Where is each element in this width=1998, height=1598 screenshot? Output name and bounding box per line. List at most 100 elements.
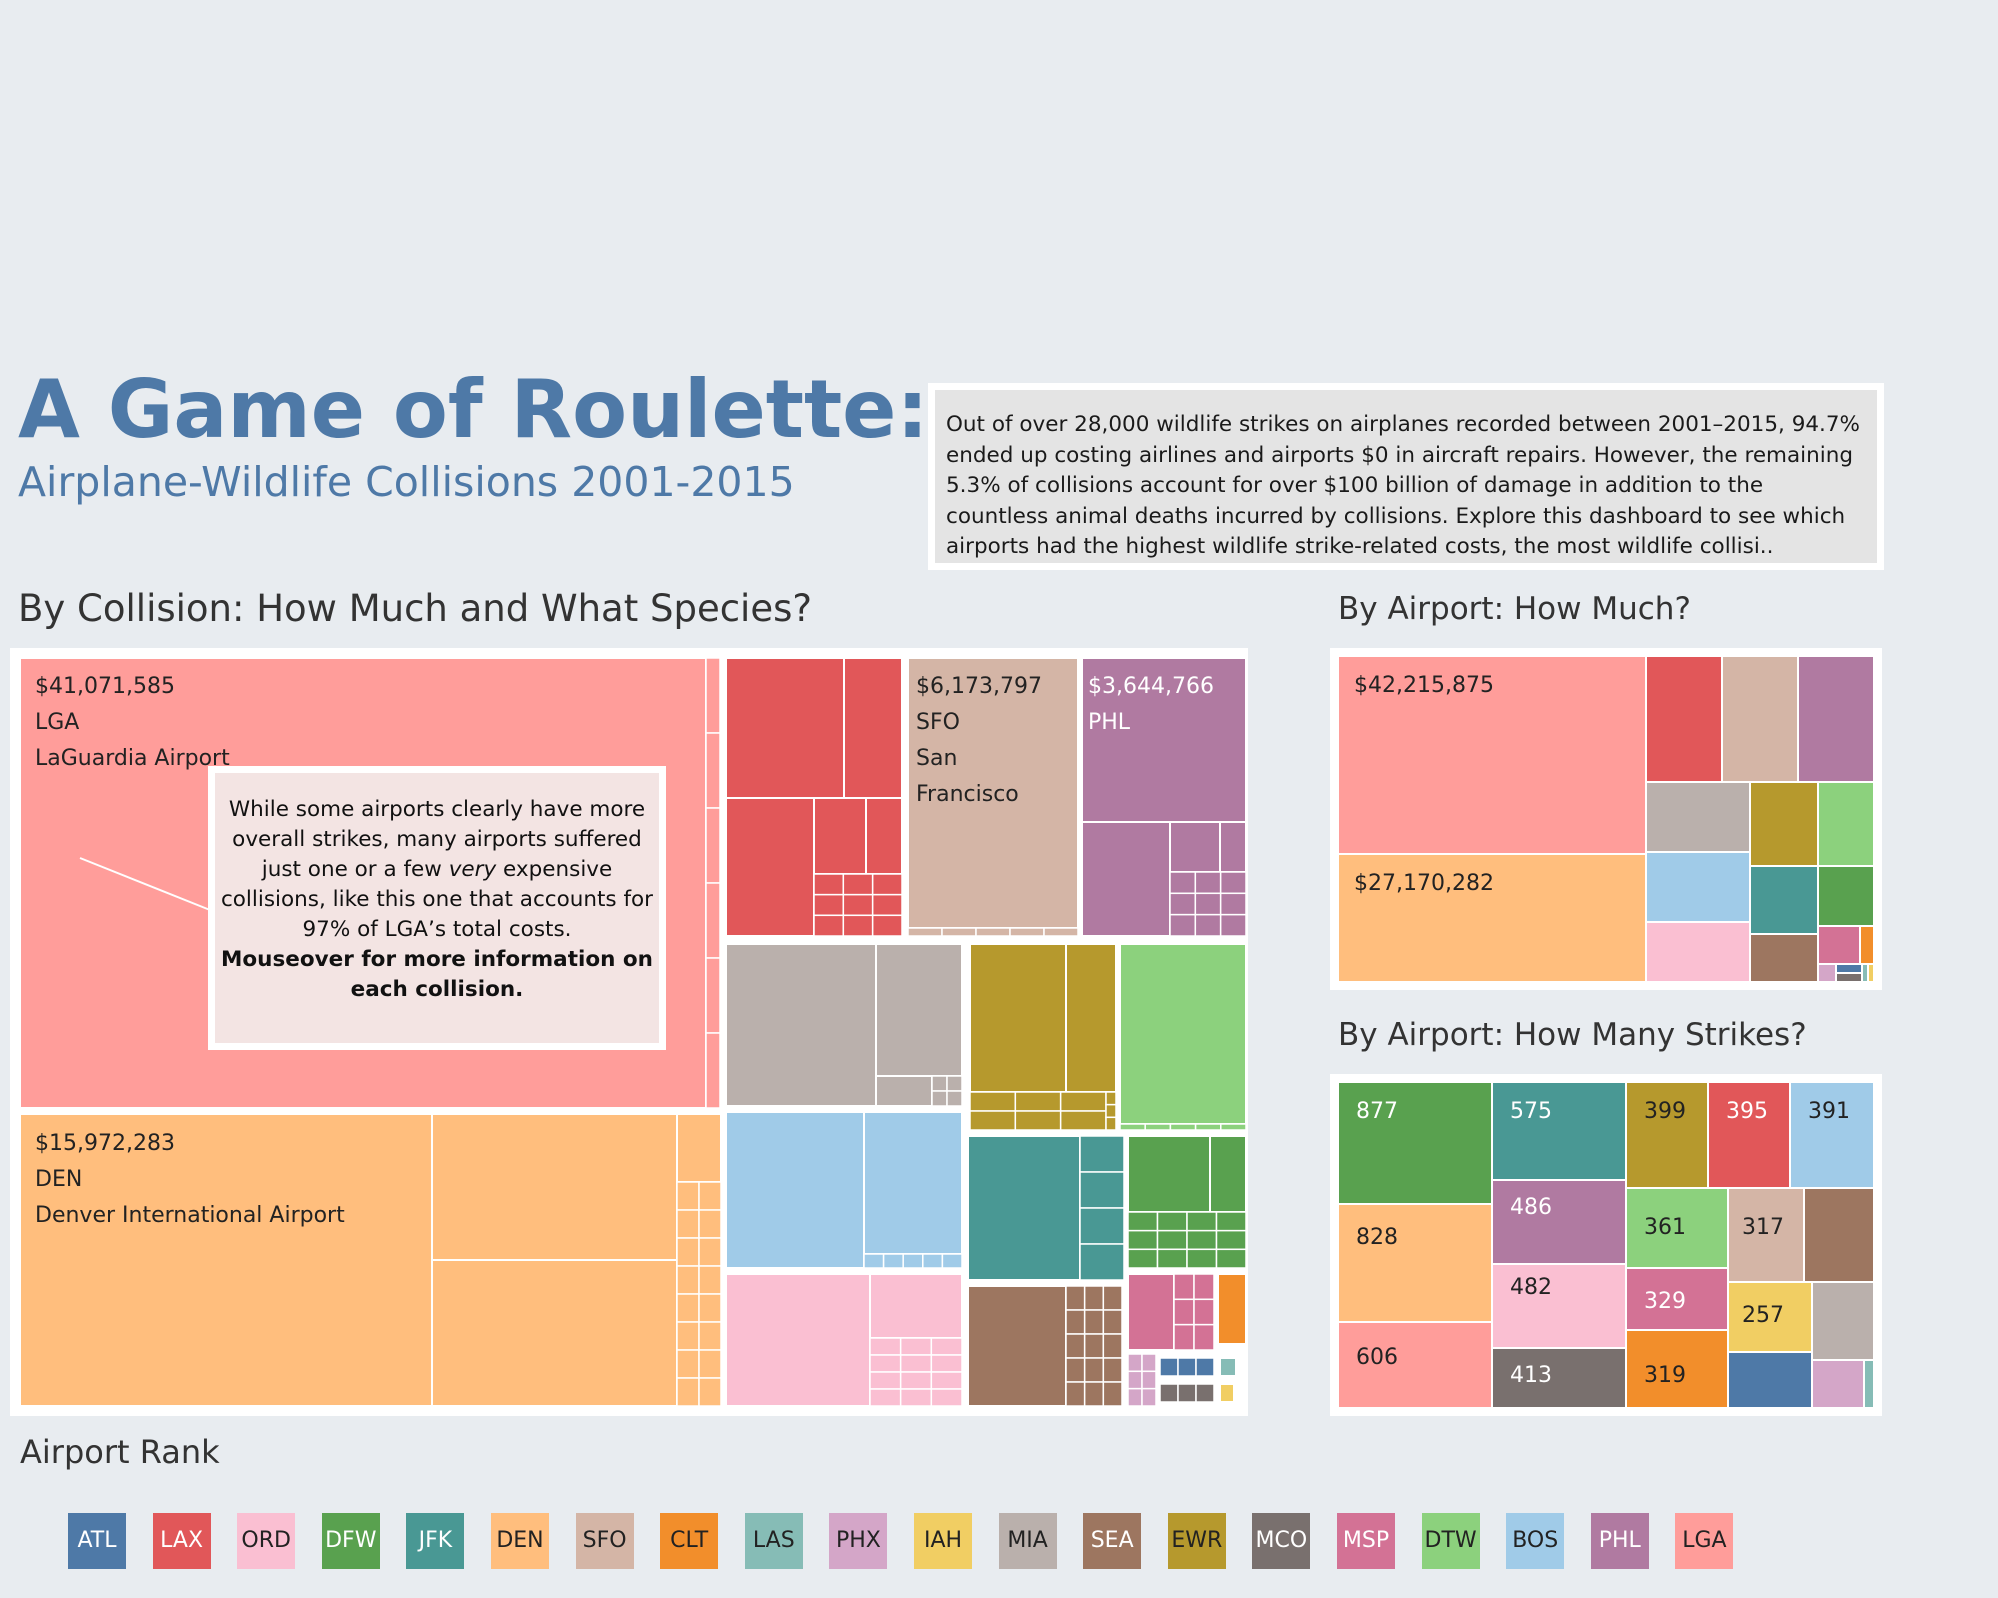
collision-cell-lax[interactable] xyxy=(813,914,845,937)
collision-cell-phl[interactable] xyxy=(1194,892,1222,916)
collision-cell-bos[interactable] xyxy=(941,1253,963,1269)
collision-cell-ord[interactable] xyxy=(899,1354,933,1373)
collision-cell-sea[interactable] xyxy=(1065,1309,1086,1335)
collision-cell-ord[interactable] xyxy=(930,1337,963,1356)
collision-cell-den[interactable] xyxy=(676,1237,700,1267)
cost-cell-sfo[interactable] xyxy=(1721,655,1799,783)
cost-cell-ewr[interactable] xyxy=(1749,781,1819,867)
strikes-cell-msp[interactable] xyxy=(1625,1267,1729,1331)
collision-cell-den[interactable] xyxy=(698,1237,722,1267)
collision-cell-den[interactable] xyxy=(431,1113,678,1261)
cost-cell-phx[interactable] xyxy=(1817,963,1837,983)
collision-cell-phx[interactable] xyxy=(1141,1387,1157,1407)
collision-cell-sea[interactable] xyxy=(1102,1285,1123,1311)
collision-cell-dfw[interactable] xyxy=(1127,1229,1159,1251)
collision-cell-mia[interactable] xyxy=(946,1075,963,1092)
strikes-cell-dtw[interactable] xyxy=(1625,1187,1729,1269)
collision-cell-ord[interactable] xyxy=(869,1337,902,1356)
legend-item-dfw[interactable]: DFW xyxy=(321,1513,380,1569)
collision-cell-den[interactable] xyxy=(676,1349,700,1379)
collision-cell-sea[interactable] xyxy=(1065,1381,1086,1407)
collision-cell-den[interactable] xyxy=(698,1293,722,1323)
strikes-cell-bos[interactable] xyxy=(1789,1081,1875,1189)
collision-cell-phl[interactable] xyxy=(1194,913,1222,937)
collision-cell-sea[interactable] xyxy=(967,1285,1067,1407)
collision-cell-jfk[interactable] xyxy=(1079,1135,1125,1173)
legend-item-phl[interactable]: PHL xyxy=(1590,1513,1649,1569)
collision-cell-den[interactable] xyxy=(676,1113,722,1183)
collision-cell-den[interactable] xyxy=(431,1259,678,1407)
strikes-cell-dfw[interactable] xyxy=(1337,1081,1493,1205)
collision-cell-dtw[interactable] xyxy=(1119,943,1247,1125)
collision-cell-msp[interactable] xyxy=(1193,1323,1215,1351)
collision-cell-bos[interactable] xyxy=(863,1111,963,1255)
collision-cell-lax[interactable] xyxy=(813,873,845,896)
collision-cell-sea[interactable] xyxy=(1102,1333,1123,1359)
collision-cell-msp[interactable] xyxy=(1193,1273,1215,1301)
collision-cell-dfw[interactable] xyxy=(1127,1248,1159,1269)
collision-cell-lax[interactable] xyxy=(843,657,903,799)
legend-item-ord[interactable]: ORD xyxy=(237,1513,296,1569)
cost-cell-phl[interactable] xyxy=(1797,655,1875,783)
collision-cell-mia[interactable] xyxy=(931,1090,948,1107)
legend-item-sea[interactable]: SEA xyxy=(1083,1513,1142,1569)
strikes-cell-clt[interactable] xyxy=(1625,1329,1729,1409)
legend-item-las[interactable]: LAS xyxy=(744,1513,803,1569)
collision-cell-phl[interactable] xyxy=(1219,913,1247,937)
collision-cell-den[interactable] xyxy=(698,1321,722,1351)
collision-cell-ewr[interactable] xyxy=(1059,1110,1107,1131)
collision-cell-msp[interactable] xyxy=(1173,1323,1195,1351)
cost-cell-dfw[interactable] xyxy=(1817,865,1875,927)
cost-cell-sea[interactable] xyxy=(1749,933,1819,983)
collision-cell-ord[interactable] xyxy=(899,1371,933,1390)
collision-cell-ewr[interactable] xyxy=(969,943,1067,1093)
collision-cell-den[interactable] xyxy=(698,1349,722,1379)
collision-cell-ord[interactable] xyxy=(899,1388,933,1407)
collision-cell-sea[interactable] xyxy=(1102,1309,1123,1335)
collision-cell-dfw[interactable] xyxy=(1127,1211,1159,1232)
collision-cell-dfw[interactable] xyxy=(1215,1248,1247,1269)
collision-cell-dfw[interactable] xyxy=(1156,1211,1188,1232)
strikes-cell-phx[interactable] xyxy=(1811,1359,1865,1409)
collision-cell-phl[interactable] xyxy=(1081,821,1171,937)
collision-cell-ord[interactable] xyxy=(930,1354,963,1373)
collision-cell-mco[interactable] xyxy=(1195,1383,1215,1403)
collision-cell-lax[interactable] xyxy=(871,893,903,917)
collision-cell-jfk[interactable] xyxy=(967,1135,1081,1281)
strikes-cell-iah[interactable] xyxy=(1727,1281,1813,1353)
collision-cell-dtw[interactable] xyxy=(1220,1123,1247,1131)
collision-cell-den[interactable] xyxy=(698,1209,722,1239)
collision-cell-bos[interactable] xyxy=(882,1253,904,1269)
collision-cell-phx[interactable] xyxy=(1127,1353,1143,1373)
legend-item-sfo[interactable]: SFO xyxy=(575,1513,634,1569)
collision-cell-dfw[interactable] xyxy=(1215,1229,1247,1251)
collision-cell-phx[interactable] xyxy=(1127,1387,1143,1407)
strikes-cell-lax[interactable] xyxy=(1707,1081,1791,1189)
collision-cell-lax[interactable] xyxy=(865,797,903,875)
collision-cell-ewr[interactable] xyxy=(1014,1091,1062,1112)
collision-cell-dfw[interactable] xyxy=(1209,1135,1247,1213)
strikes-cell-phl[interactable] xyxy=(1491,1179,1627,1265)
airport-strikes-treemap[interactable]: 877 828 606 575 486 482 413 399 395 391 361 329 319 3… xyxy=(1330,1074,1882,1416)
collision-cell-ewr[interactable] xyxy=(1105,1116,1117,1131)
cost-cell-den[interactable] xyxy=(1337,853,1647,983)
cost-cell-lga[interactable] xyxy=(1337,655,1647,855)
collision-cell-ewr[interactable] xyxy=(1105,1103,1117,1119)
collision-cell-lga[interactable] xyxy=(705,1032,721,1109)
collision-cell-clt[interactable] xyxy=(1217,1273,1247,1345)
cost-cell-lax[interactable] xyxy=(1645,655,1723,783)
collision-cell-ewr[interactable] xyxy=(1065,943,1117,1093)
cost-cell-mco[interactable] xyxy=(1835,972,1863,983)
collision-cell-dtw[interactable] xyxy=(1119,1123,1146,1131)
collision-cell-bos[interactable] xyxy=(863,1253,885,1269)
strikes-cell-jfk[interactable] xyxy=(1491,1081,1627,1181)
legend-item-lax[interactable]: LAX xyxy=(152,1513,211,1569)
collision-cell-phl[interactable] xyxy=(1194,871,1222,895)
collision-cell-den[interactable] xyxy=(676,1209,700,1239)
collision-cell-mco[interactable] xyxy=(1159,1383,1179,1403)
strikes-cell-sea[interactable] xyxy=(1803,1187,1875,1283)
collision-cell-phl[interactable] xyxy=(1169,892,1197,916)
collision-cell-ewr[interactable] xyxy=(969,1110,1017,1131)
collision-cell-phl[interactable] xyxy=(1169,913,1197,937)
collision-cell-ord[interactable] xyxy=(869,1388,902,1407)
